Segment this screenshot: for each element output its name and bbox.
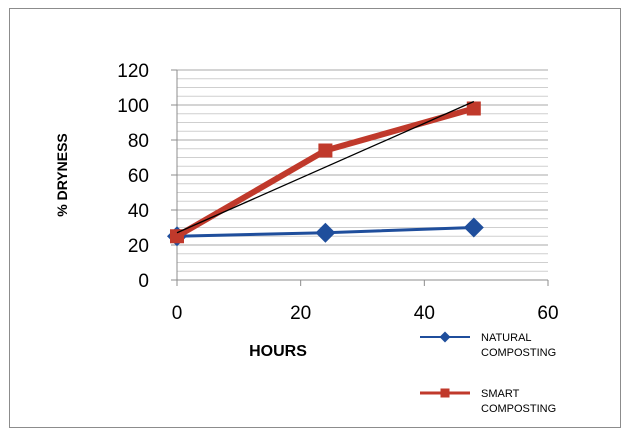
y-tick-labels: 0 20 40 60 80 100 120 [117,61,149,292]
data-point [315,222,336,243]
legend: NATURAL COMPOSTING SMART COMPOSTING [420,331,556,412]
series-smart-composting [170,101,481,244]
x-axis-title: HOURS [249,343,307,360]
y-tick-label: 100 [117,96,149,117]
data-point [463,217,484,238]
y-tick-label: 80 [128,131,149,152]
legend-label: NATURAL [481,332,532,344]
y-axis-title: % DRYNESS [54,133,70,217]
x-tick-label: 40 [414,303,435,324]
data-point [466,101,481,116]
series-line [175,105,475,239]
chart-frame [9,8,621,428]
legend-label: COMPOSTING [481,347,556,359]
series [167,100,484,247]
y-tick-label: 0 [138,271,149,292]
x-tick-label: 0 [172,303,183,324]
trendline [176,100,475,234]
x-tick-label: 20 [290,303,311,324]
y-tick-label: 120 [117,61,149,82]
y-tick-label: 60 [128,166,149,187]
data-point [170,229,184,244]
legend-marker [440,388,450,398]
data-point [318,143,333,158]
x-tick-label: 60 [537,303,558,324]
legend-item: SMART COMPOSTING [420,388,556,412]
legend-marker [439,331,451,343]
legend-item: NATURAL COMPOSTING [420,331,556,359]
legend-label: SMART [481,388,520,400]
legend-label: COMPOSTING [481,403,556,412]
grid [177,69,548,272]
series-natural-composting [167,217,484,247]
y-tick-label: 40 [128,201,149,222]
x-tick-labels: 0 20 40 60 [172,303,559,324]
y-tick-label: 20 [128,236,149,257]
